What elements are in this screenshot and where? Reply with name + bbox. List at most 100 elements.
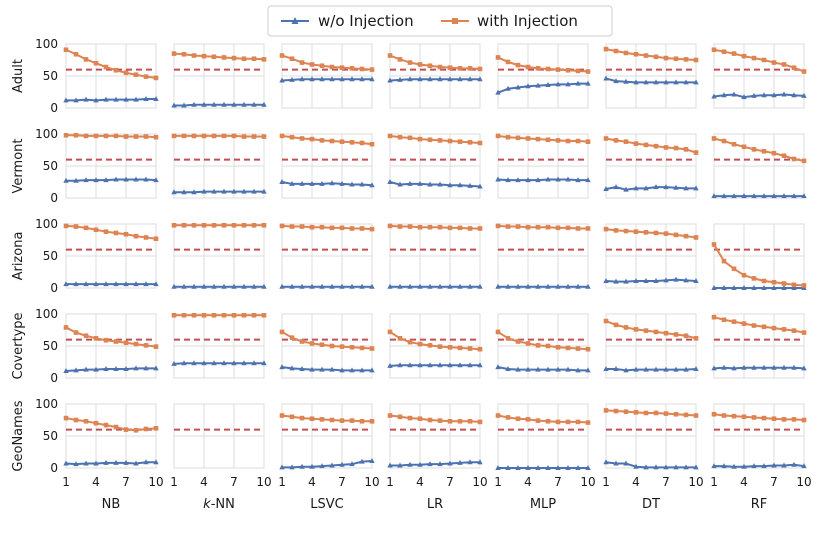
point-without-3 [299, 463, 305, 469]
point-with-2 [181, 133, 187, 139]
point-with-9 [251, 222, 257, 228]
point-with-6 [545, 418, 551, 424]
point-without-10 [585, 367, 591, 373]
panel-geonames-mlp: 1 4 7 10 MLP [494, 403, 596, 512]
point-with-3 [407, 60, 413, 65]
point-without-4 [417, 362, 423, 368]
point-with-1 [387, 223, 393, 229]
point-without-10 [369, 367, 375, 373]
point-without-10 [585, 465, 591, 470]
point-with-2 [505, 336, 511, 341]
point-without-1 [63, 281, 69, 287]
series-line-with [605, 320, 697, 340]
y-tick-label: 0 [50, 461, 58, 475]
point-with-9 [359, 226, 365, 231]
point-without-1 [387, 462, 393, 468]
point-with-9 [251, 312, 257, 318]
point-with-1 [387, 53, 393, 58]
point-with-1 [63, 325, 69, 330]
point-without-10 [369, 283, 375, 289]
point-with-3 [407, 415, 413, 421]
panel-covertype-rf [711, 313, 807, 379]
point-without-9 [791, 193, 797, 199]
point-with-1 [603, 408, 609, 413]
point-without-3 [83, 460, 89, 466]
point-with-2 [289, 224, 295, 229]
point-with-7 [123, 340, 129, 346]
point-with-6 [113, 67, 119, 73]
point-without-3 [299, 366, 305, 372]
point-without-6 [545, 283, 551, 289]
point-with-3 [515, 339, 521, 344]
point-without-8 [673, 464, 679, 470]
point-with-2 [397, 336, 403, 341]
point-with-5 [643, 230, 649, 235]
y-tick-label: 50 [43, 429, 58, 443]
point-without-7 [555, 81, 561, 87]
series-line-with [65, 48, 157, 79]
point-with-8 [241, 134, 247, 139]
point-with-10 [369, 67, 375, 72]
point-without-6 [761, 463, 767, 469]
point-without-5 [643, 366, 649, 372]
panel-adult-nb: 0 50 100 [35, 37, 159, 115]
point-without-8 [565, 366, 571, 372]
point-without-8 [457, 182, 463, 188]
point-with-8 [565, 67, 571, 73]
point-without-2 [721, 463, 727, 469]
series-line-with [497, 134, 589, 143]
point-with-8 [781, 327, 787, 332]
point-without-3 [731, 365, 737, 371]
panel-covertype-knn [171, 312, 267, 379]
point-without-7 [663, 277, 669, 283]
point-without-8 [349, 76, 355, 82]
point-with-6 [437, 344, 443, 349]
x-tick-label: 4 [200, 475, 208, 489]
panel-arizona-nb: 0 50 100 [35, 217, 159, 295]
point-with-10 [369, 141, 375, 147]
point-with-6 [113, 339, 119, 344]
point-without-4 [93, 366, 99, 372]
point-with-3 [191, 222, 197, 228]
series-line-with [713, 48, 805, 73]
panel-covertype-mlp [495, 313, 591, 379]
point-without-6 [653, 277, 659, 283]
point-with-3 [731, 319, 737, 324]
point-without-3 [83, 96, 89, 102]
y-tick-label: 0 [50, 191, 58, 205]
point-with-3 [83, 57, 89, 62]
point-without-6 [437, 283, 443, 289]
series-line-with [389, 54, 481, 70]
point-with-4 [417, 62, 423, 67]
panel-vermont-rf [711, 133, 807, 199]
point-without-9 [467, 459, 473, 465]
point-with-10 [261, 312, 267, 318]
point-without-7 [339, 283, 345, 289]
point-without-1 [387, 179, 393, 184]
point-with-8 [349, 66, 355, 71]
point-without-8 [565, 465, 571, 470]
point-with-5 [427, 63, 433, 69]
point-without-2 [721, 364, 727, 370]
point-with-8 [673, 56, 679, 62]
point-with-3 [731, 51, 737, 56]
point-without-9 [683, 464, 689, 470]
point-with-1 [171, 312, 177, 318]
point-with-4 [525, 417, 531, 422]
point-without-2 [613, 366, 619, 372]
point-with-8 [781, 417, 787, 422]
point-with-1 [171, 51, 177, 56]
point-with-8 [349, 140, 355, 145]
series-line-with [281, 54, 373, 71]
point-without-1 [387, 77, 393, 83]
panel-vermont-mlp [495, 133, 591, 199]
point-with-9 [359, 418, 365, 424]
point-with-9 [467, 226, 473, 231]
point-without-9 [143, 365, 149, 371]
point-with-2 [721, 413, 727, 418]
point-with-8 [673, 145, 679, 151]
point-without-10 [801, 365, 807, 371]
panel-adult-dt [603, 43, 699, 109]
point-without-5 [319, 366, 325, 372]
point-with-8 [133, 72, 139, 78]
